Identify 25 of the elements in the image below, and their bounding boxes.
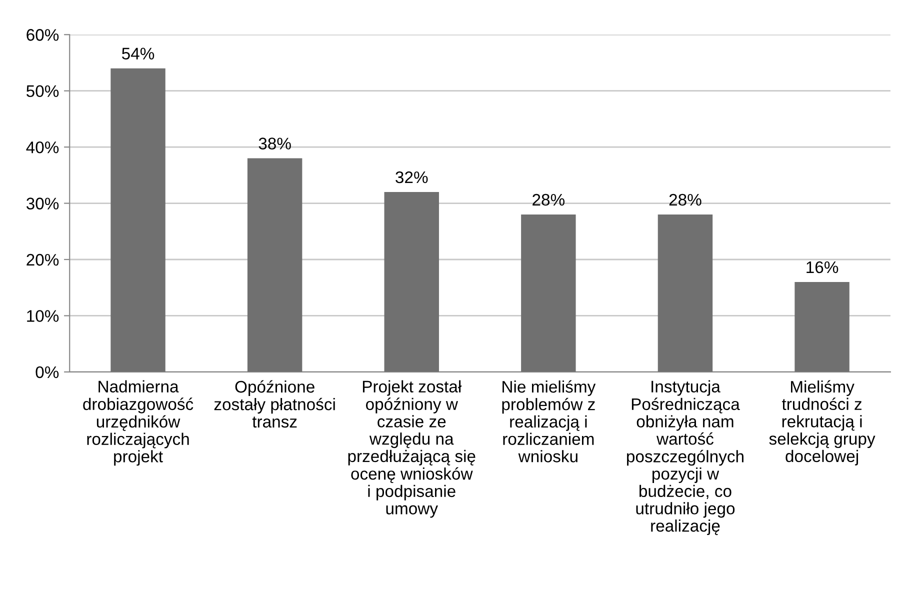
y-tick-label: 50% xyxy=(26,85,59,98)
data-label: 32% xyxy=(396,171,428,184)
y-tick-label: 10% xyxy=(27,310,59,322)
data-label: 28% xyxy=(669,194,702,206)
bar xyxy=(521,214,576,372)
x-tick-label: Mieliśmy trudności z rekrutacją i selekcją grupy docelowej xyxy=(769,380,876,466)
bar xyxy=(110,68,166,372)
category-label: Instytucja Pośrednicząca obniżyła nam wartość poszczególnych pozycji w budżecie, co utrudniło jego realizację xyxy=(627,380,744,536)
y-tick-label: 30% xyxy=(26,198,59,210)
y-tick-label: 60% xyxy=(26,29,59,41)
data-label: 54% xyxy=(122,48,154,60)
x-tick-label: Nadmierna drobiazgowość urzędników rozliczających projekt xyxy=(83,380,194,466)
bar xyxy=(247,158,302,372)
y-tick-label: 40% xyxy=(26,141,59,154)
data-label: 16% xyxy=(806,261,838,274)
data-label: 28% xyxy=(532,194,565,206)
bar xyxy=(794,282,850,372)
x-tick-label: Nie mieliśmy problemów z realizacją i rozliczaniem wniosku xyxy=(502,380,596,462)
y-tick-label: 0% xyxy=(36,366,59,378)
y-tick-label: 20% xyxy=(26,254,59,266)
x-tick-label: Projekt został opóźniony w czasie ze względu na przedłużającą się ocenę wniosków i podpisanie umowy xyxy=(348,380,476,518)
x-tick-label: Opóźnione zostały płatności transz xyxy=(214,380,335,428)
bar xyxy=(384,192,439,372)
bar xyxy=(658,214,713,372)
data-label: 38% xyxy=(258,138,291,150)
